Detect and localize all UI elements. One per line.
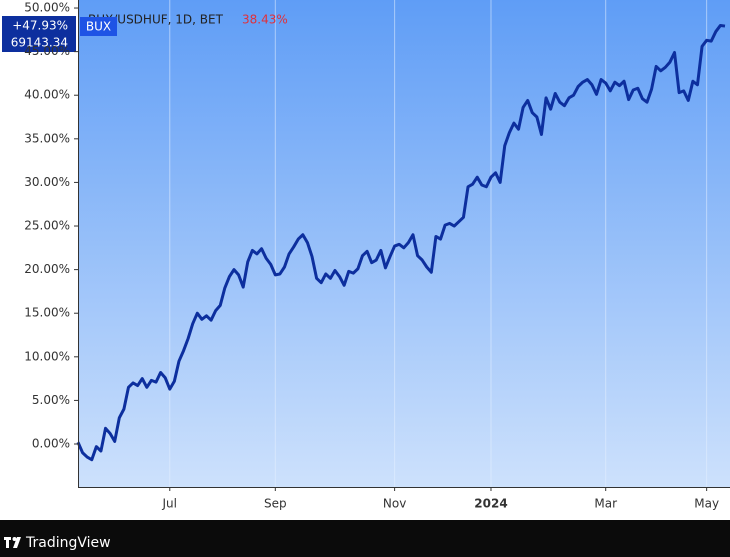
y-tick-label: 35.00%: [24, 131, 70, 145]
x-tick-label: May: [694, 497, 719, 511]
symbol-badge: BUX: [86, 20, 111, 34]
y-tick-label: 5.00%: [32, 393, 70, 407]
y-tick-label: 30.00%: [24, 175, 70, 189]
x-tick-label: Jul: [162, 497, 177, 511]
x-tick-label: 2024: [474, 497, 507, 511]
brand-name: TradingView: [25, 535, 111, 551]
y-tick-label: 0.00%: [32, 437, 70, 451]
last-label: +47.93%: [12, 19, 68, 33]
symbol-badge-bg: [80, 17, 117, 36]
y-tick-label: 45.00%: [24, 44, 70, 58]
marks: [76, 23, 726, 462]
y-tick-label: 50.00%: [24, 1, 70, 15]
legend-change: 38.43%: [242, 13, 288, 27]
x-tick-label: Sep: [264, 497, 287, 511]
y-tick-label: 40.00%: [24, 88, 70, 102]
y-tick-label: 15.00%: [24, 306, 70, 320]
price-line: [76, 23, 726, 462]
x-tick-label: Nov: [383, 497, 406, 511]
x-tick-label: Mar: [594, 497, 617, 511]
last-price: 69143.34: [11, 36, 68, 50]
y-tick-label: 25.00%: [24, 219, 70, 233]
last-badge-bg: [2, 16, 76, 52]
legend-text: BUX/USDHUF, 1D, BET: [88, 13, 224, 27]
brand-logo: [4, 537, 21, 548]
y-tick-label: 20.00%: [24, 262, 70, 276]
plot-area: [78, 0, 730, 487]
y-tick-label: 10.00%: [24, 349, 70, 363]
footer: [0, 520, 730, 557]
